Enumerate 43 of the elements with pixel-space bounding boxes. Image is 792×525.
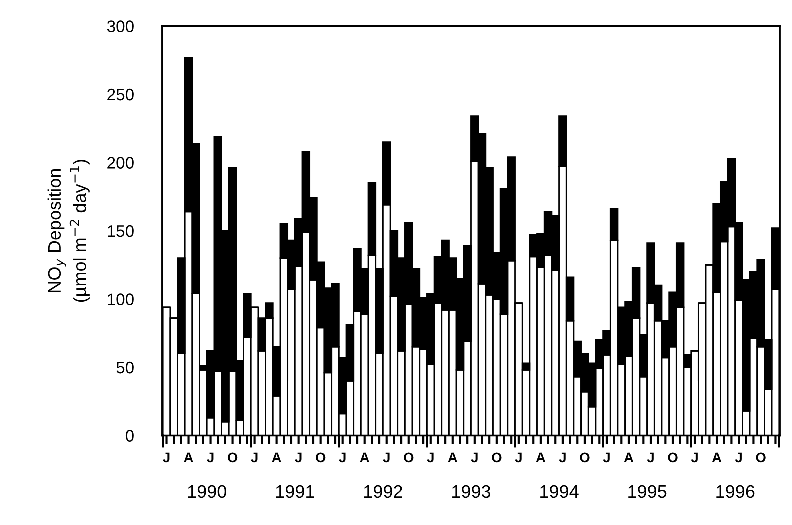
x-tick-label: A — [536, 452, 546, 462]
x-tick-label: O — [756, 452, 766, 463]
y-tick-label: 50 — [116, 362, 134, 374]
x-tick-label: J — [559, 452, 566, 463]
text: 1990 — [188, 485, 226, 498]
x-tick-label: J — [427, 452, 434, 463]
x-tick-label: O — [316, 452, 326, 463]
x-tick-label: O — [492, 452, 502, 463]
x-tick-label: J — [603, 452, 610, 463]
x-tick-label: J — [515, 452, 522, 463]
x-tick-label: J — [647, 452, 654, 463]
x-tick-label: O — [580, 452, 590, 463]
text: 1992 — [364, 485, 402, 498]
x-tick-label: J — [383, 452, 390, 463]
y-tick-label: 200 — [108, 157, 134, 169]
x-tick-label: J — [207, 452, 214, 463]
x-tick-label: A — [360, 452, 370, 462]
x-tick-label: A — [712, 452, 722, 462]
y-tick-label: 300 — [107, 20, 134, 32]
text: 1996 — [716, 485, 755, 498]
y-tick-label: 0 — [126, 430, 134, 442]
x-tick-label: A — [624, 452, 634, 462]
x-tick-label: A — [272, 452, 282, 462]
y-axis-title: NO$_{y}$ Deposition (µmol m$^{−2}$ day$^{−1}$) — [48, 160, 90, 302]
x-tick-label: J — [163, 452, 170, 463]
x-tick-label: J — [471, 452, 478, 463]
x-tick-label: J — [691, 452, 698, 463]
y-tick-label: 150 — [108, 225, 134, 238]
text: 1995 — [628, 485, 667, 498]
x-tick-label: J — [735, 452, 742, 463]
x-tick-label: J — [251, 452, 258, 463]
x-tick-label: O — [668, 452, 678, 463]
y-tick-label: 100 — [108, 294, 134, 306]
x-tick-label: O — [404, 452, 414, 463]
y-tick-label: 250 — [108, 88, 134, 101]
x-tick-label: J — [295, 452, 302, 463]
text: 1993 — [452, 485, 491, 498]
x-tick-label: J — [339, 452, 346, 463]
x-tick-label: A — [448, 452, 458, 462]
x-tick-label: O — [228, 452, 238, 463]
text: 1994 — [540, 485, 579, 498]
x-tick-label: A — [184, 452, 194, 462]
text: 1991 — [276, 485, 314, 498]
